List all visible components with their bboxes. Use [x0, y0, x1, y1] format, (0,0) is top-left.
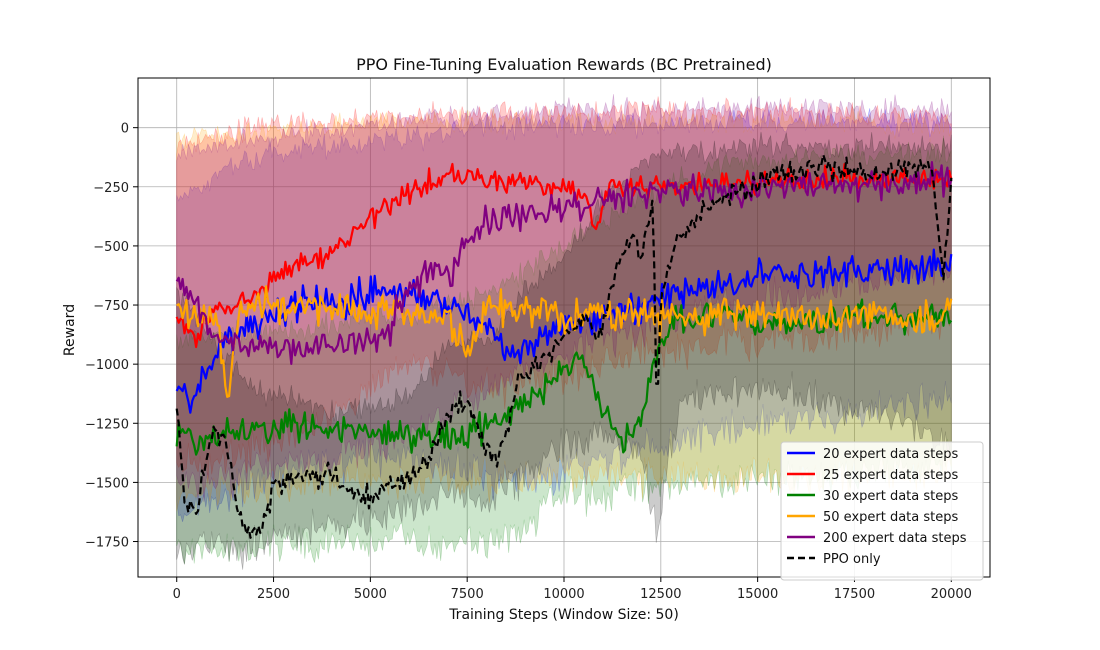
x-tick-label: 17500	[834, 587, 875, 602]
x-tick-label: 7500	[451, 587, 484, 602]
legend-label: 20 expert data steps	[823, 447, 958, 462]
variance-bands	[176, 94, 952, 570]
y-tick-label: −750	[93, 299, 129, 314]
legend-label: 30 expert data steps	[823, 489, 958, 504]
legend-label: 25 expert data steps	[823, 468, 958, 483]
legend-label: 50 expert data steps	[823, 510, 958, 525]
x-tick-label: 0	[173, 587, 181, 602]
y-tick-label: −250	[93, 181, 129, 196]
y-tick-label: −1500	[85, 476, 129, 491]
y-tick-label: 0	[121, 122, 129, 137]
legend-label: 200 expert data steps	[823, 531, 967, 546]
x-axis-ticks: 0 2500 5000 7500 10000 12500 15000 17500 20000	[173, 577, 972, 602]
series-line-1	[175, 162, 953, 349]
x-tick-label: 15000	[737, 587, 778, 602]
x-tick-label: 20000	[931, 587, 972, 602]
legend: 20 expert data steps 25 expert data steps…	[780, 441, 984, 581]
x-tick-label: 2500	[257, 587, 290, 602]
y-tick-label: −1750	[85, 536, 129, 551]
y-axis-label: Reward	[62, 304, 78, 356]
series-line-4	[175, 161, 953, 365]
x-tick-label: 10000	[543, 587, 584, 602]
chart-title: PPO Fine-Tuning Evaluation Rewards (BC P…	[356, 55, 772, 74]
variance-band-1	[176, 96, 952, 484]
series-line-2	[175, 298, 953, 456]
legend-label: PPO only	[823, 552, 881, 567]
legend-box	[780, 441, 984, 581]
x-tick-label: 5000	[354, 587, 387, 602]
y-tick-label: −1250	[85, 417, 129, 432]
y-tick-label: −500	[93, 240, 129, 255]
y-tick-label: −1000	[85, 358, 129, 373]
x-axis-label: Training Steps (Window Size: 50)	[448, 607, 679, 623]
y-axis-ticks: 0 −250 −500 −750 −1000 −1250 −1500 −1750	[85, 122, 138, 551]
series-line-3	[176, 285, 953, 398]
series-line-5	[175, 153, 953, 539]
series-lines	[175, 153, 953, 539]
x-tick-label: 12500	[640, 587, 681, 602]
